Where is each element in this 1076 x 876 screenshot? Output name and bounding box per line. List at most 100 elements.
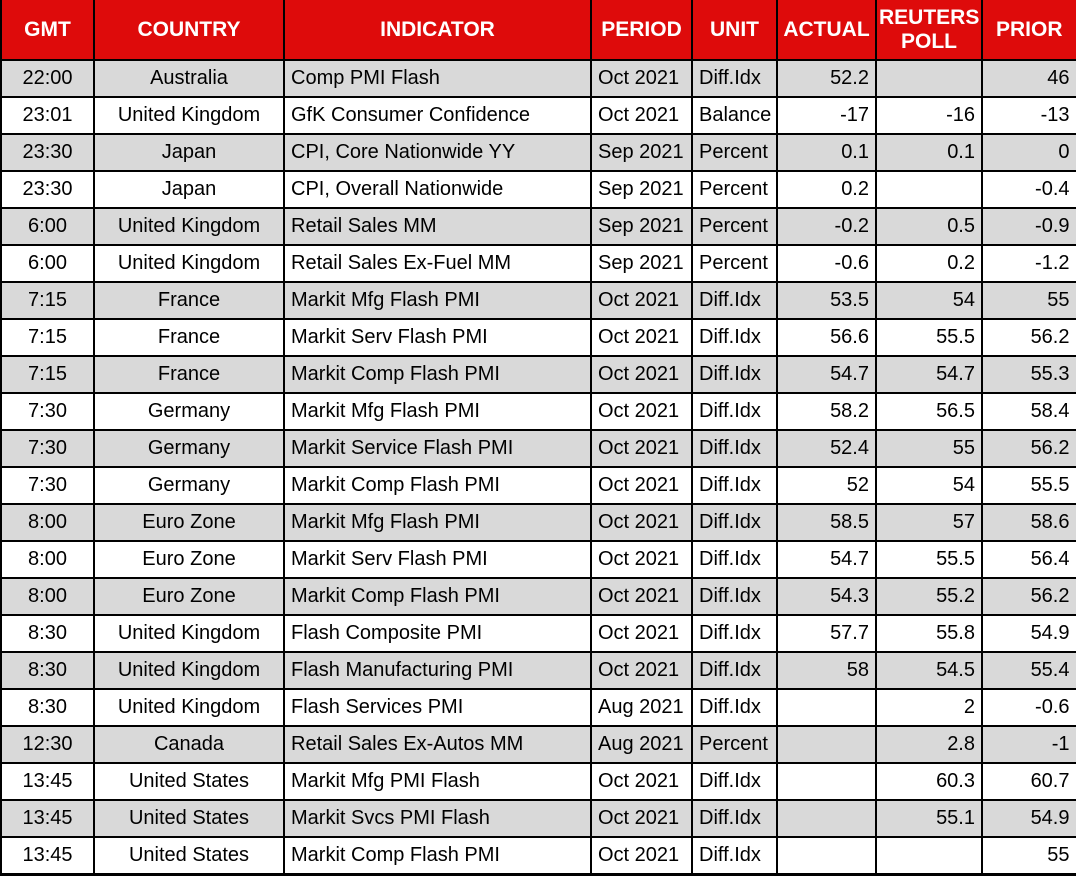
- cell-actual: 52.4: [776, 429, 877, 468]
- cell-actual: [776, 836, 877, 876]
- column-header-indicator: INDICATOR: [283, 0, 592, 61]
- cell-actual: 58.2: [776, 392, 877, 431]
- cell-prior: 58.4: [981, 392, 1076, 431]
- cell-prior: -0.4: [981, 170, 1076, 209]
- cell-period: Oct 2021: [590, 836, 693, 876]
- cell-period: Oct 2021: [590, 281, 693, 320]
- cell-reuters-poll: 54.7: [875, 355, 983, 394]
- cell-period: Oct 2021: [590, 799, 693, 838]
- cell-indicator: Flash Services PMI: [283, 688, 592, 727]
- cell-gmt: 22:00: [0, 59, 95, 98]
- cell-gmt: 8:00: [0, 540, 95, 579]
- cell-actual: -0.6: [776, 244, 877, 283]
- cell-period: Sep 2021: [590, 244, 693, 283]
- cell-unit: Percent: [691, 133, 778, 172]
- cell-gmt: 7:15: [0, 355, 95, 394]
- cell-prior: 56.2: [981, 577, 1076, 616]
- cell-gmt: 12:30: [0, 725, 95, 764]
- cell-unit: Diff.Idx: [691, 651, 778, 690]
- cell-reuters-poll: -16: [875, 96, 983, 135]
- cell-prior: 0: [981, 133, 1076, 172]
- cell-prior: 56.2: [981, 429, 1076, 468]
- table-row: 8:30 United Kingdom Flash Composite PMI …: [0, 614, 1076, 653]
- cell-gmt: 7:30: [0, 429, 95, 468]
- cell-country: Japan: [93, 170, 285, 209]
- cell-unit: Diff.Idx: [691, 59, 778, 98]
- cell-prior: 55.4: [981, 651, 1076, 690]
- cell-unit: Percent: [691, 244, 778, 283]
- cell-reuters-poll: [875, 836, 983, 876]
- table-row: 8:00 Euro Zone Markit Comp Flash PMI Oct…: [0, 577, 1076, 616]
- cell-unit: Diff.Idx: [691, 577, 778, 616]
- cell-country: United Kingdom: [93, 688, 285, 727]
- cell-actual: [776, 799, 877, 838]
- cell-gmt: 7:15: [0, 318, 95, 357]
- cell-indicator: Markit Comp Flash PMI: [283, 466, 592, 505]
- cell-gmt: 6:00: [0, 207, 95, 246]
- column-header-unit: UNIT: [691, 0, 778, 61]
- cell-prior: 58.6: [981, 503, 1076, 542]
- cell-period: Oct 2021: [590, 577, 693, 616]
- table-row: 7:30 Germany Markit Service Flash PMI Oc…: [0, 429, 1076, 468]
- cell-period: Oct 2021: [590, 429, 693, 468]
- cell-gmt: 8:00: [0, 503, 95, 542]
- cell-actual: -0.2: [776, 207, 877, 246]
- cell-actual: [776, 688, 877, 727]
- cell-prior: -1.2: [981, 244, 1076, 283]
- cell-period: Sep 2021: [590, 207, 693, 246]
- cell-period: Oct 2021: [590, 96, 693, 135]
- cell-prior: 56.4: [981, 540, 1076, 579]
- cell-period: Sep 2021: [590, 170, 693, 209]
- cell-actual: 0.1: [776, 133, 877, 172]
- cell-period: Oct 2021: [590, 614, 693, 653]
- cell-reuters-poll: 55.5: [875, 318, 983, 357]
- cell-reuters-poll: 54: [875, 281, 983, 320]
- cell-country: United Kingdom: [93, 207, 285, 246]
- cell-country: Euro Zone: [93, 540, 285, 579]
- cell-period: Oct 2021: [590, 651, 693, 690]
- cell-reuters-poll: 0.1: [875, 133, 983, 172]
- cell-indicator: Markit Comp Flash PMI: [283, 577, 592, 616]
- header-row: GMT COUNTRY INDICATOR PERIOD UNIT ACTUAL…: [0, 0, 1076, 61]
- cell-prior: 60.7: [981, 762, 1076, 801]
- cell-actual: 58: [776, 651, 877, 690]
- cell-gmt: 23:30: [0, 170, 95, 209]
- cell-indicator: Retail Sales Ex-Autos MM: [283, 725, 592, 764]
- cell-unit: Percent: [691, 725, 778, 764]
- cell-unit: Diff.Idx: [691, 799, 778, 838]
- cell-actual: 57.7: [776, 614, 877, 653]
- cell-indicator: CPI, Core Nationwide YY: [283, 133, 592, 172]
- cell-reuters-poll: 55.5: [875, 540, 983, 579]
- cell-reuters-poll: [875, 170, 983, 209]
- cell-actual: 54.7: [776, 355, 877, 394]
- table-row: 7:15 France Markit Mfg Flash PMI Oct 202…: [0, 281, 1076, 320]
- cell-indicator: Comp PMI Flash: [283, 59, 592, 98]
- table-row: 8:30 United Kingdom Flash Manufacturing …: [0, 651, 1076, 690]
- table-row: 8:00 Euro Zone Markit Mfg Flash PMI Oct …: [0, 503, 1076, 542]
- cell-actual: [776, 762, 877, 801]
- table-row: 7:15 France Markit Serv Flash PMI Oct 20…: [0, 318, 1076, 357]
- table-row: 23:01 United Kingdom GfK Consumer Confid…: [0, 96, 1076, 135]
- table-body: 22:00 Australia Comp PMI Flash Oct 2021 …: [0, 59, 1076, 876]
- cell-actual: 58.5: [776, 503, 877, 542]
- cell-prior: 55.3: [981, 355, 1076, 394]
- cell-unit: Diff.Idx: [691, 540, 778, 579]
- cell-prior: -0.9: [981, 207, 1076, 246]
- cell-indicator: Flash Manufacturing PMI: [283, 651, 592, 690]
- cell-gmt: 13:45: [0, 836, 95, 876]
- cell-unit: Diff.Idx: [691, 392, 778, 431]
- cell-indicator: Markit Mfg Flash PMI: [283, 503, 592, 542]
- column-header-actual: ACTUAL: [776, 0, 877, 61]
- cell-gmt: 13:45: [0, 762, 95, 801]
- cell-unit: Diff.Idx: [691, 466, 778, 505]
- cell-reuters-poll: 0.2: [875, 244, 983, 283]
- table-row: 7:15 France Markit Comp Flash PMI Oct 20…: [0, 355, 1076, 394]
- cell-prior: -13: [981, 96, 1076, 135]
- cell-unit: Balance: [691, 96, 778, 135]
- cell-unit: Diff.Idx: [691, 429, 778, 468]
- cell-gmt: 23:30: [0, 133, 95, 172]
- cell-actual: 54.7: [776, 540, 877, 579]
- cell-reuters-poll: 57: [875, 503, 983, 542]
- cell-gmt: 8:30: [0, 651, 95, 690]
